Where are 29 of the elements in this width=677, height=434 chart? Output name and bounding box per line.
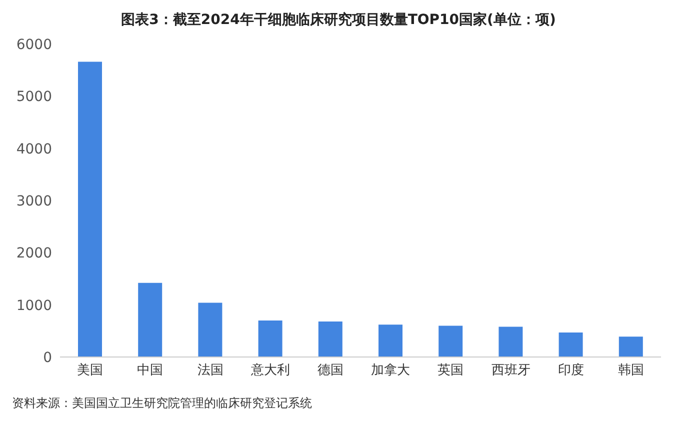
- x-tick-label: 加拿大: [371, 363, 410, 378]
- x-tick-label: 英国: [438, 363, 464, 378]
- y-tick-label: 4000: [16, 141, 52, 158]
- x-tick-label: 意大利: [250, 363, 290, 378]
- x-tick-label: 德国: [317, 363, 344, 378]
- y-tick-label: 6000: [16, 36, 52, 53]
- bar: [438, 326, 463, 357]
- bar: [258, 320, 282, 357]
- chart-title: 图表3：截至2024年干细胞临床研究项目数量TOP10国家(单位：项): [120, 10, 557, 30]
- text: 资料来源：美国国立卫生研究院管理的临床研究登记系统: [12, 395, 313, 412]
- bar: [498, 326, 523, 357]
- y-tick-label: 5000: [16, 89, 52, 106]
- x-tick-label: 印度: [558, 362, 584, 378]
- x-tick-label: 美国: [77, 362, 104, 378]
- bar: [318, 322, 342, 357]
- x-tick-label: 法国: [197, 363, 224, 378]
- bar: [618, 336, 643, 357]
- x-tick-label: 韩国: [618, 363, 644, 378]
- x-tick-label: 西班牙: [491, 363, 530, 378]
- y-tick-label: 2000: [16, 246, 52, 262]
- bar: [138, 282, 162, 357]
- bar: [378, 324, 402, 357]
- y-tick-label: 1000: [16, 298, 52, 314]
- bar: [558, 332, 583, 357]
- y-tick-label: 3000: [16, 193, 52, 210]
- bar: [198, 302, 222, 357]
- y-tick-label: 0: [43, 350, 52, 366]
- bar: [78, 62, 102, 357]
- x-tick-label: 中国: [137, 363, 164, 378]
